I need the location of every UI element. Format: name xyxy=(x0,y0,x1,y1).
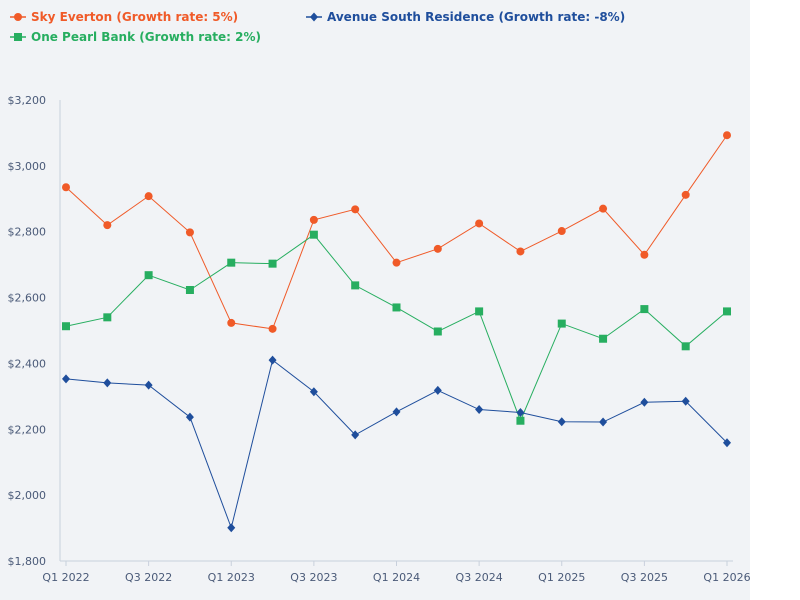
data-point[interactable] xyxy=(640,305,649,314)
series-one-pearl-bank xyxy=(62,230,731,425)
data-point[interactable] xyxy=(516,247,525,256)
legend-label: Avenue South Residence (Growth rate: -8%… xyxy=(327,10,625,24)
data-point[interactable] xyxy=(433,385,442,395)
data-point[interactable] xyxy=(103,378,112,388)
series-group xyxy=(62,131,731,533)
x-tick-label: Q1 2022 xyxy=(42,571,89,584)
data-point[interactable] xyxy=(144,192,153,201)
data-point[interactable] xyxy=(475,307,484,316)
data-point[interactable] xyxy=(351,205,360,214)
data-point[interactable] xyxy=(433,244,442,253)
y-tick-label: $3,200 xyxy=(8,94,47,107)
data-point[interactable] xyxy=(351,430,360,440)
data-point[interactable] xyxy=(309,215,318,224)
data-point[interactable] xyxy=(557,319,566,328)
legend-marker[interactable] xyxy=(14,13,22,21)
data-point[interactable] xyxy=(62,374,70,384)
y-tick-label: $2,400 xyxy=(8,357,47,370)
data-point[interactable] xyxy=(557,227,566,236)
x-tick-label: Q1 2023 xyxy=(208,571,255,584)
series-sky-everton xyxy=(62,131,731,333)
legend-item-one-pearl-bank[interactable]: One Pearl Bank (Growth rate: 2%) xyxy=(10,30,261,44)
y-tick-label: $2,000 xyxy=(8,489,47,502)
legend-label: One Pearl Bank (Growth rate: 2%) xyxy=(31,30,261,44)
data-point[interactable] xyxy=(640,250,649,259)
y-tick-label: $2,200 xyxy=(8,423,47,436)
data-point[interactable] xyxy=(144,380,153,390)
x-tick-label: Q1 2026 xyxy=(703,571,750,584)
y-tick-label: $3,000 xyxy=(8,160,47,173)
data-point[interactable] xyxy=(309,230,318,239)
legend-label: Sky Everton (Growth rate: 5%) xyxy=(31,10,238,24)
data-point[interactable] xyxy=(62,322,70,331)
y-axis-ticks: $1,800 $2,000 $2,200 $2,400 $2,600 $2,800 $3,0… xyxy=(8,94,47,568)
data-point[interactable] xyxy=(351,281,360,290)
legend-marker[interactable] xyxy=(14,33,22,41)
line-chart: Sky Everton (Growth rate: 5%) One Pearl B… xyxy=(8,10,751,584)
y-tick-label: $1,800 xyxy=(8,555,47,568)
data-point[interactable] xyxy=(433,327,442,336)
data-point[interactable] xyxy=(723,131,731,140)
data-point[interactable] xyxy=(599,334,608,343)
data-point[interactable] xyxy=(681,342,690,351)
data-point[interactable] xyxy=(62,183,70,192)
data-point[interactable] xyxy=(227,258,236,267)
series-line xyxy=(65,359,728,530)
data-point[interactable] xyxy=(144,271,153,280)
data-point[interactable] xyxy=(185,412,194,422)
data-point[interactable] xyxy=(185,228,194,237)
x-tick-label: Q1 2025 xyxy=(538,571,585,584)
data-point[interactable] xyxy=(392,303,401,312)
data-point[interactable] xyxy=(268,324,277,333)
data-point[interactable] xyxy=(599,417,608,427)
data-point[interactable] xyxy=(475,405,484,415)
data-point[interactable] xyxy=(103,221,112,230)
x-tick-label: Q3 2022 xyxy=(125,571,172,584)
data-point[interactable] xyxy=(557,417,566,427)
data-point[interactable] xyxy=(516,416,525,425)
data-point[interactable] xyxy=(640,397,649,407)
legend-item-avenue-south-residence[interactable]: Avenue South Residence (Growth rate: -8%… xyxy=(306,10,625,24)
x-tick-label: Q1 2024 xyxy=(373,571,420,584)
series-line xyxy=(65,134,728,330)
y-tick-label: $2,800 xyxy=(8,226,47,239)
x-axis-ticks: Q1 2022 Q3 2022 Q1 2023 Q3 2023 Q1 2024 Q3 20… xyxy=(42,561,750,584)
y-tick-label: $2,600 xyxy=(8,292,47,305)
data-point[interactable] xyxy=(681,190,690,199)
data-point[interactable] xyxy=(723,438,731,448)
data-point[interactable] xyxy=(268,259,277,268)
data-point[interactable] xyxy=(599,204,608,213)
data-point[interactable] xyxy=(103,313,112,322)
series-avenue-south-residence xyxy=(62,355,731,533)
data-point[interactable] xyxy=(227,318,236,327)
data-point[interactable] xyxy=(723,307,731,316)
data-point[interactable] xyxy=(681,396,690,406)
legend-item-sky-everton[interactable]: Sky Everton (Growth rate: 5%) xyxy=(10,10,238,24)
axes xyxy=(59,100,733,562)
x-tick-label: Q3 2025 xyxy=(621,571,668,584)
data-point[interactable] xyxy=(227,523,236,533)
x-tick-label: Q3 2024 xyxy=(456,571,503,584)
data-point[interactable] xyxy=(392,407,401,417)
data-point[interactable] xyxy=(268,355,277,365)
chart-area: Sky Everton (Growth rate: 5%) One Pearl B… xyxy=(0,0,750,600)
data-point[interactable] xyxy=(309,387,318,397)
legend-marker[interactable] xyxy=(310,12,318,22)
legend: Sky Everton (Growth rate: 5%) One Pearl B… xyxy=(10,10,625,44)
data-point[interactable] xyxy=(392,258,401,267)
data-point[interactable] xyxy=(185,285,194,294)
data-point[interactable] xyxy=(516,407,525,417)
data-point[interactable] xyxy=(475,219,484,228)
x-tick-label: Q3 2023 xyxy=(290,571,337,584)
